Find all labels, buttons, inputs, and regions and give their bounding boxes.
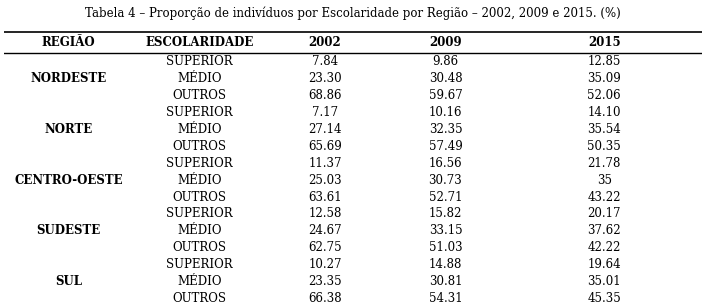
Text: 51.03: 51.03 bbox=[429, 241, 463, 254]
Text: 57.49: 57.49 bbox=[429, 140, 463, 153]
Text: 54.31: 54.31 bbox=[429, 292, 463, 302]
Text: 32.35: 32.35 bbox=[429, 123, 463, 136]
Text: 23.30: 23.30 bbox=[308, 72, 342, 85]
Text: 7.17: 7.17 bbox=[312, 106, 338, 119]
Text: OUTROS: OUTROS bbox=[173, 241, 227, 254]
Text: 35.09: 35.09 bbox=[588, 72, 621, 85]
Text: 35.54: 35.54 bbox=[588, 123, 621, 136]
Text: 66.38: 66.38 bbox=[308, 292, 342, 302]
Text: SUPERIOR: SUPERIOR bbox=[166, 207, 233, 220]
Text: 19.64: 19.64 bbox=[588, 258, 621, 271]
Text: 65.69: 65.69 bbox=[308, 140, 342, 153]
Text: 59.67: 59.67 bbox=[429, 89, 463, 102]
Text: MÉDIO: MÉDIO bbox=[177, 224, 222, 237]
Text: 11.37: 11.37 bbox=[308, 157, 342, 170]
Text: 12.85: 12.85 bbox=[588, 55, 621, 68]
Text: 27.14: 27.14 bbox=[308, 123, 342, 136]
Text: MÉDIO: MÉDIO bbox=[177, 123, 222, 136]
Text: SUDESTE: SUDESTE bbox=[37, 224, 100, 237]
Text: 23.35: 23.35 bbox=[308, 275, 342, 288]
Text: 30.81: 30.81 bbox=[429, 275, 462, 288]
Text: MÉDIO: MÉDIO bbox=[177, 72, 222, 85]
Text: 24.67: 24.67 bbox=[308, 224, 342, 237]
Text: 7.84: 7.84 bbox=[312, 55, 338, 68]
Text: 16.56: 16.56 bbox=[429, 157, 463, 170]
Text: 14.10: 14.10 bbox=[588, 106, 621, 119]
Text: CENTRO-OESTE: CENTRO-OESTE bbox=[14, 174, 123, 187]
Text: 35.01: 35.01 bbox=[588, 275, 621, 288]
Text: ESCOLARIDADE: ESCOLARIDADE bbox=[145, 36, 253, 49]
Text: 45.35: 45.35 bbox=[588, 292, 621, 302]
Text: SUPERIOR: SUPERIOR bbox=[166, 55, 233, 68]
Text: 43.22: 43.22 bbox=[588, 191, 621, 204]
Text: 30.48: 30.48 bbox=[429, 72, 463, 85]
Text: REGIÃO: REGIÃO bbox=[41, 36, 95, 49]
Text: 42.22: 42.22 bbox=[588, 241, 621, 254]
Text: NORDESTE: NORDESTE bbox=[30, 72, 107, 85]
Text: 52.06: 52.06 bbox=[588, 89, 621, 102]
Text: 63.61: 63.61 bbox=[308, 191, 342, 204]
Text: 25.03: 25.03 bbox=[308, 174, 342, 187]
Text: SUPERIOR: SUPERIOR bbox=[166, 258, 233, 271]
Text: 9.86: 9.86 bbox=[432, 55, 458, 68]
Text: 62.75: 62.75 bbox=[308, 241, 342, 254]
Text: 12.58: 12.58 bbox=[308, 207, 342, 220]
Text: Tabela 4 – Proporção de indivíduos por Escolaridade por Região – 2002, 2009 e 20: Tabela 4 – Proporção de indivíduos por E… bbox=[85, 6, 621, 20]
Text: MÉDIO: MÉDIO bbox=[177, 174, 222, 187]
Text: 14.88: 14.88 bbox=[429, 258, 462, 271]
Text: OUTROS: OUTROS bbox=[173, 191, 227, 204]
Text: OUTROS: OUTROS bbox=[173, 89, 227, 102]
Text: SUPERIOR: SUPERIOR bbox=[166, 106, 233, 119]
Text: 2015: 2015 bbox=[588, 36, 621, 49]
Text: MÉDIO: MÉDIO bbox=[177, 275, 222, 288]
Text: 2002: 2002 bbox=[309, 36, 341, 49]
Text: 35: 35 bbox=[597, 174, 611, 187]
Text: SUPERIOR: SUPERIOR bbox=[166, 157, 233, 170]
Text: OUTROS: OUTROS bbox=[173, 292, 227, 302]
Text: 50.35: 50.35 bbox=[588, 140, 621, 153]
Text: 15.82: 15.82 bbox=[429, 207, 462, 220]
Text: 10.16: 10.16 bbox=[429, 106, 462, 119]
Text: 20.17: 20.17 bbox=[588, 207, 621, 220]
Text: 10.27: 10.27 bbox=[308, 258, 342, 271]
Text: 30.73: 30.73 bbox=[429, 174, 463, 187]
Text: 52.71: 52.71 bbox=[429, 191, 462, 204]
Text: NORTE: NORTE bbox=[44, 123, 93, 136]
Text: SUL: SUL bbox=[55, 275, 82, 288]
Text: OUTROS: OUTROS bbox=[173, 140, 227, 153]
Text: 2009: 2009 bbox=[429, 36, 462, 49]
Text: 37.62: 37.62 bbox=[588, 224, 621, 237]
Text: 68.86: 68.86 bbox=[308, 89, 342, 102]
Text: 33.15: 33.15 bbox=[429, 224, 463, 237]
Text: 21.78: 21.78 bbox=[588, 157, 621, 170]
